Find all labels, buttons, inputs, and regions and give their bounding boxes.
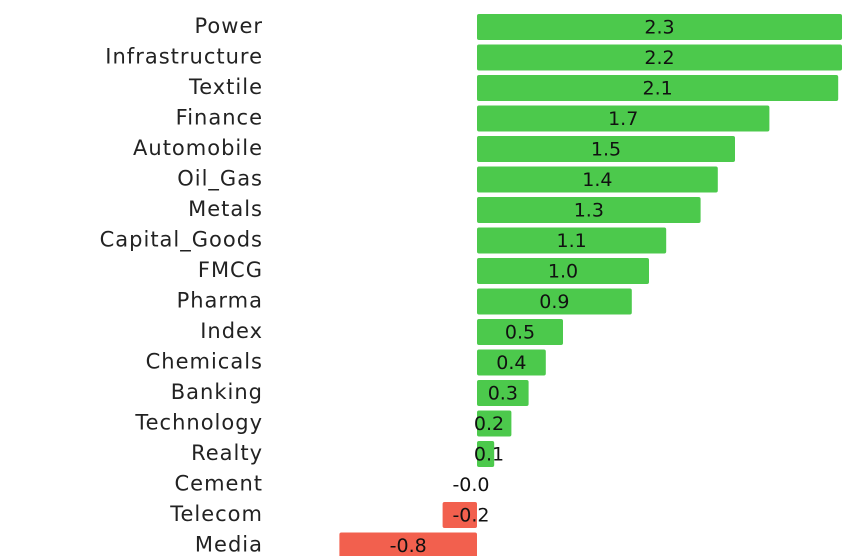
category-label: Chemicals [146, 350, 263, 374]
category-label: Finance [176, 106, 263, 130]
category-label: Realty [191, 441, 263, 465]
category-label: Power [195, 14, 264, 38]
bar [477, 44, 842, 71]
bar [477, 319, 563, 345]
category-label: Telecom [169, 502, 263, 526]
value-label: -0.8 [390, 535, 427, 556]
category-label: Index [200, 319, 263, 343]
value-label: 1.1 [556, 230, 586, 252]
value-label: 1.5 [591, 139, 621, 161]
category-label: Infrastructure [105, 45, 263, 69]
value-label: -0.0 [452, 474, 489, 496]
value-label: 1.0 [548, 261, 578, 283]
value-label: 0.2 [474, 413, 504, 435]
bar [477, 410, 512, 437]
bar [477, 258, 649, 284]
value-label: 0.1 [474, 444, 504, 466]
value-label: 2.1 [642, 78, 672, 100]
value-label: 1.4 [582, 169, 612, 191]
value-label: 2.2 [644, 47, 674, 69]
category-label: Cement [174, 472, 263, 496]
value-label: -0.2 [452, 505, 489, 527]
value-label: 0.3 [488, 383, 518, 405]
category-label: Textile [188, 75, 263, 99]
category-label: Technology [134, 411, 263, 435]
value-label: 0.9 [539, 291, 569, 313]
bar [442, 502, 477, 528]
bar [477, 105, 770, 132]
bar [477, 349, 546, 376]
category-label: Pharma [177, 289, 263, 313]
bar [477, 227, 667, 254]
category-label: Capital_Goods [100, 228, 263, 253]
value-label: 1.3 [574, 200, 604, 222]
value-label: 1.7 [608, 108, 638, 130]
bar [477, 136, 735, 162]
category-label: Metals [188, 197, 263, 221]
value-label: 0.4 [496, 352, 526, 374]
category-label: Banking [171, 380, 263, 404]
category-label: FMCG [198, 258, 263, 282]
bar [339, 532, 477, 556]
category-label: Automobile [133, 136, 263, 160]
value-label: 2.3 [644, 17, 674, 39]
bar [477, 197, 701, 223]
value-label: 0.5 [505, 322, 535, 344]
bar [477, 441, 495, 467]
bar [477, 75, 839, 101]
bar [477, 380, 529, 406]
category-label: Oil_Gas [177, 167, 263, 192]
bar [477, 288, 632, 315]
category-label: Media [195, 533, 263, 556]
bar [477, 14, 842, 40]
bar [477, 166, 718, 193]
